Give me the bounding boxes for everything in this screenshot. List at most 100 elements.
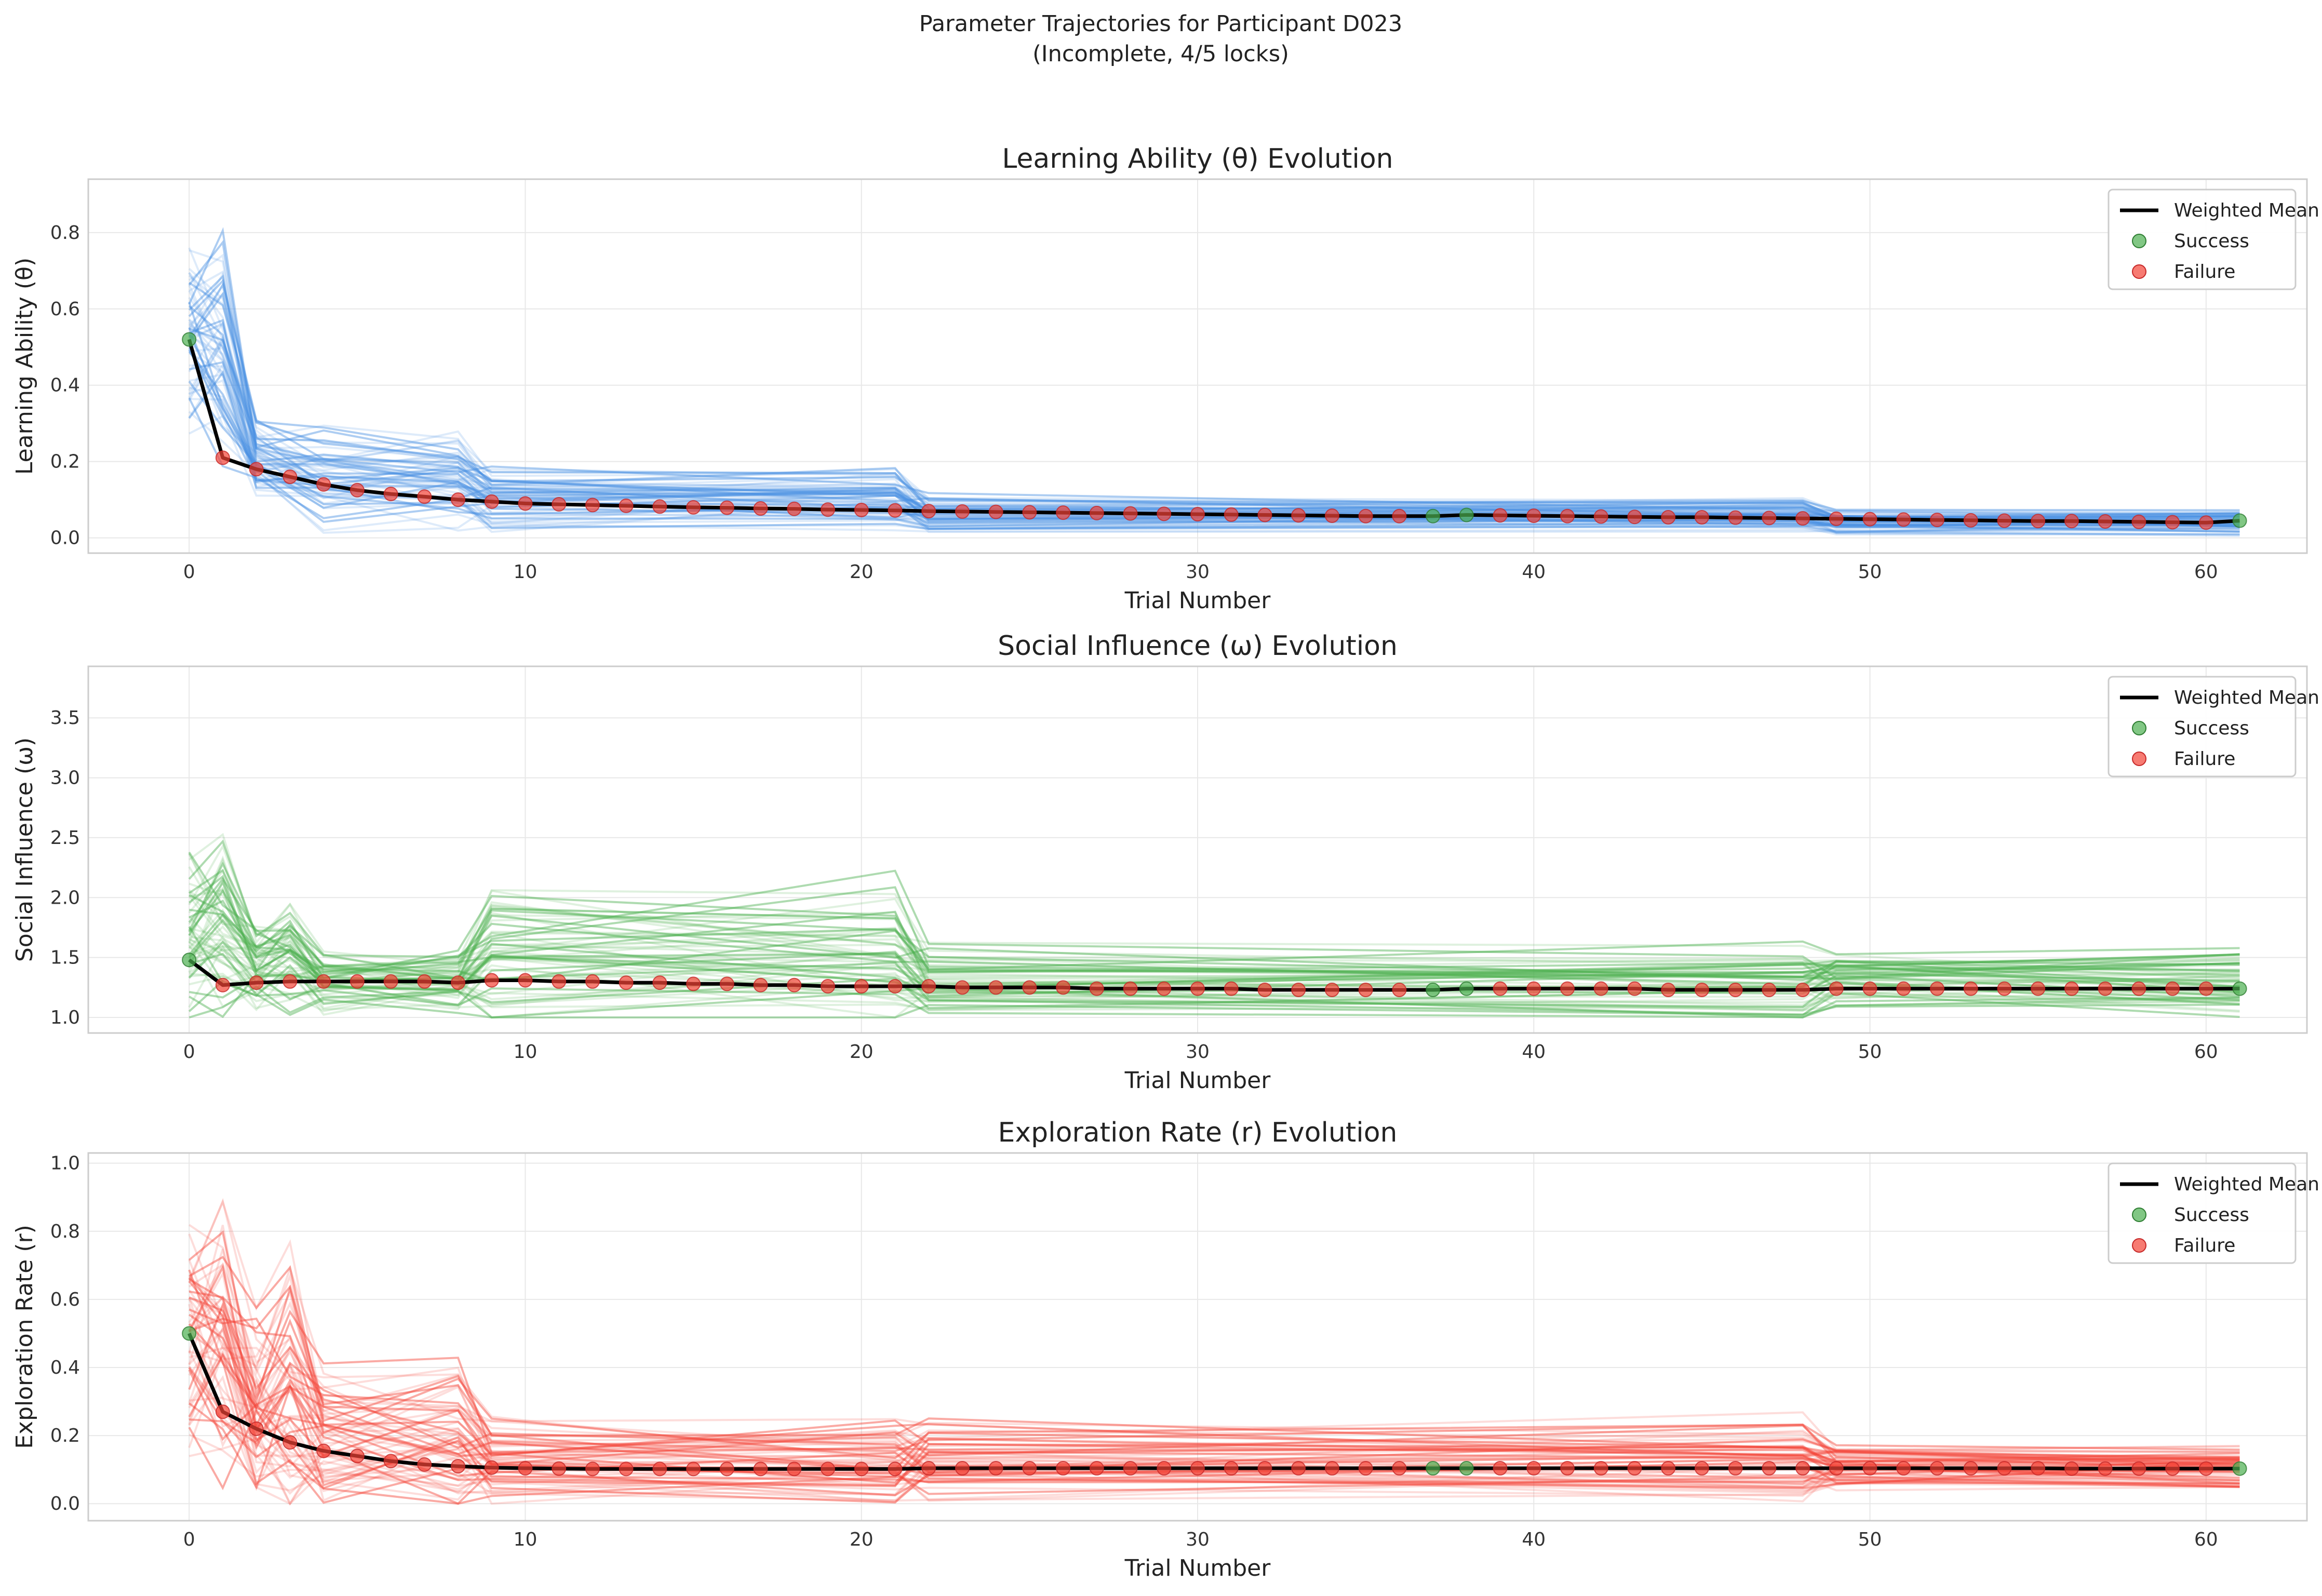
particle-line (189, 1278, 2240, 1468)
failure-point (552, 1461, 567, 1476)
panels: 0 10 20 30 40 50 60 0.0 0.2 0.4 0.6 0.8 Learning Abi… (11, 143, 2319, 1581)
failure-point (249, 975, 264, 990)
subplot-title: Exploration Rate (r) Evolution (998, 1117, 1398, 1148)
x-tick-label: 10 (514, 1529, 538, 1550)
failure-point (854, 1461, 869, 1477)
failure-point (215, 977, 230, 993)
failure-point (719, 500, 734, 515)
particle-line (188, 335, 2240, 527)
particle-line (189, 328, 2240, 518)
failure-point (787, 501, 802, 516)
particle-line (188, 944, 2240, 1010)
failure-point (1997, 513, 2012, 528)
failure-point (1526, 981, 1541, 996)
failure-point (1190, 981, 1205, 996)
x-axis-label: Trial Number (1124, 1067, 1271, 1094)
x-tick-label: 20 (850, 1041, 874, 1063)
x-tick-label: 10 (514, 1041, 538, 1063)
success-point (2232, 513, 2247, 528)
particle-line (188, 941, 2240, 1011)
failure-point (1930, 1461, 1944, 1476)
particle-line (189, 1334, 2240, 1467)
failure-point (1157, 1461, 1172, 1476)
particle-line (188, 916, 2240, 1000)
failure-point (1493, 981, 1508, 996)
particle-line (188, 1409, 2240, 1505)
particle-line (188, 851, 2240, 980)
failure-point (1627, 981, 1642, 996)
particle-line (188, 980, 2240, 1018)
particle-line (188, 895, 2240, 990)
failure-point (1526, 1461, 1541, 1476)
particle-line (189, 1313, 2240, 1486)
particle-line (188, 1324, 2240, 1493)
particle-line (188, 1233, 2240, 1464)
particle-line (188, 274, 2240, 528)
particle-line (188, 1275, 2240, 1474)
failure-point (921, 504, 936, 519)
failure-point (2031, 981, 2046, 996)
failure-point (1022, 980, 1037, 995)
failure-point (1560, 1461, 1575, 1476)
particle-line (188, 1230, 2240, 1463)
success-point (1459, 1461, 1474, 1476)
particle-line (189, 933, 2240, 1010)
particle-line (188, 321, 2240, 526)
failure-point (1089, 505, 1104, 520)
failure-point (753, 501, 768, 516)
failure-point (283, 974, 298, 989)
particle-line (188, 1328, 2240, 1495)
failure-point (585, 1461, 600, 1477)
x-tick-label: 60 (2194, 561, 2218, 583)
particle-line (188, 267, 2240, 515)
x-tick-label: 40 (1522, 1041, 1546, 1063)
failure-point (484, 494, 499, 509)
failure-point (417, 489, 432, 504)
failure-point (888, 503, 903, 518)
y-tick-label: 1.0 (50, 1153, 80, 1174)
failure-point (316, 1443, 331, 1458)
particle-line (189, 908, 2240, 991)
failure-point (552, 974, 567, 989)
particle-line (189, 928, 2240, 994)
particle-line (188, 337, 2240, 533)
particle-line (188, 340, 2240, 536)
x-tick-label: 0 (183, 1041, 195, 1063)
failure-point (1358, 982, 1373, 997)
success-point (1426, 508, 1441, 524)
success-point (1459, 507, 1474, 522)
y-tick-label: 3.5 (50, 707, 80, 729)
particle-line (188, 1335, 2240, 1502)
particle-line (188, 1277, 2240, 1478)
failure-point (1392, 508, 1407, 524)
failure-point (1526, 508, 1541, 523)
figure-title-line2: (Incomplete, 4/5 locks) (1032, 41, 1289, 67)
particle-line (188, 877, 2240, 982)
failure-point (1762, 511, 1777, 526)
failure-point (1123, 981, 1138, 996)
particle-line (188, 1198, 2240, 1462)
failure-point (1257, 1461, 1272, 1476)
legend: Weighted Mean Success Failure (2108, 1162, 2319, 1264)
failure-point (215, 1404, 230, 1419)
particle-line (188, 338, 2240, 532)
failure-point (1358, 1461, 1373, 1476)
particle-line (189, 889, 2240, 995)
particle-line (189, 319, 2240, 524)
particle-line (189, 253, 2240, 520)
failure-point (821, 502, 835, 517)
failure-point (1862, 981, 1877, 996)
failure-point (585, 498, 600, 513)
failure-point (1627, 1461, 1642, 1476)
failure-point (552, 497, 567, 512)
failure-point (417, 1457, 432, 1472)
y-axis-label: Social Influence (ω) (11, 737, 38, 962)
failure-point (1056, 1461, 1071, 1476)
success-point (1426, 1461, 1441, 1476)
failure-point (1123, 1461, 1138, 1476)
particle-line (188, 282, 2240, 525)
particle-line (188, 1249, 2240, 1471)
particle-line (188, 869, 2240, 986)
success-point (1426, 982, 1441, 997)
particle-line (188, 381, 2240, 528)
